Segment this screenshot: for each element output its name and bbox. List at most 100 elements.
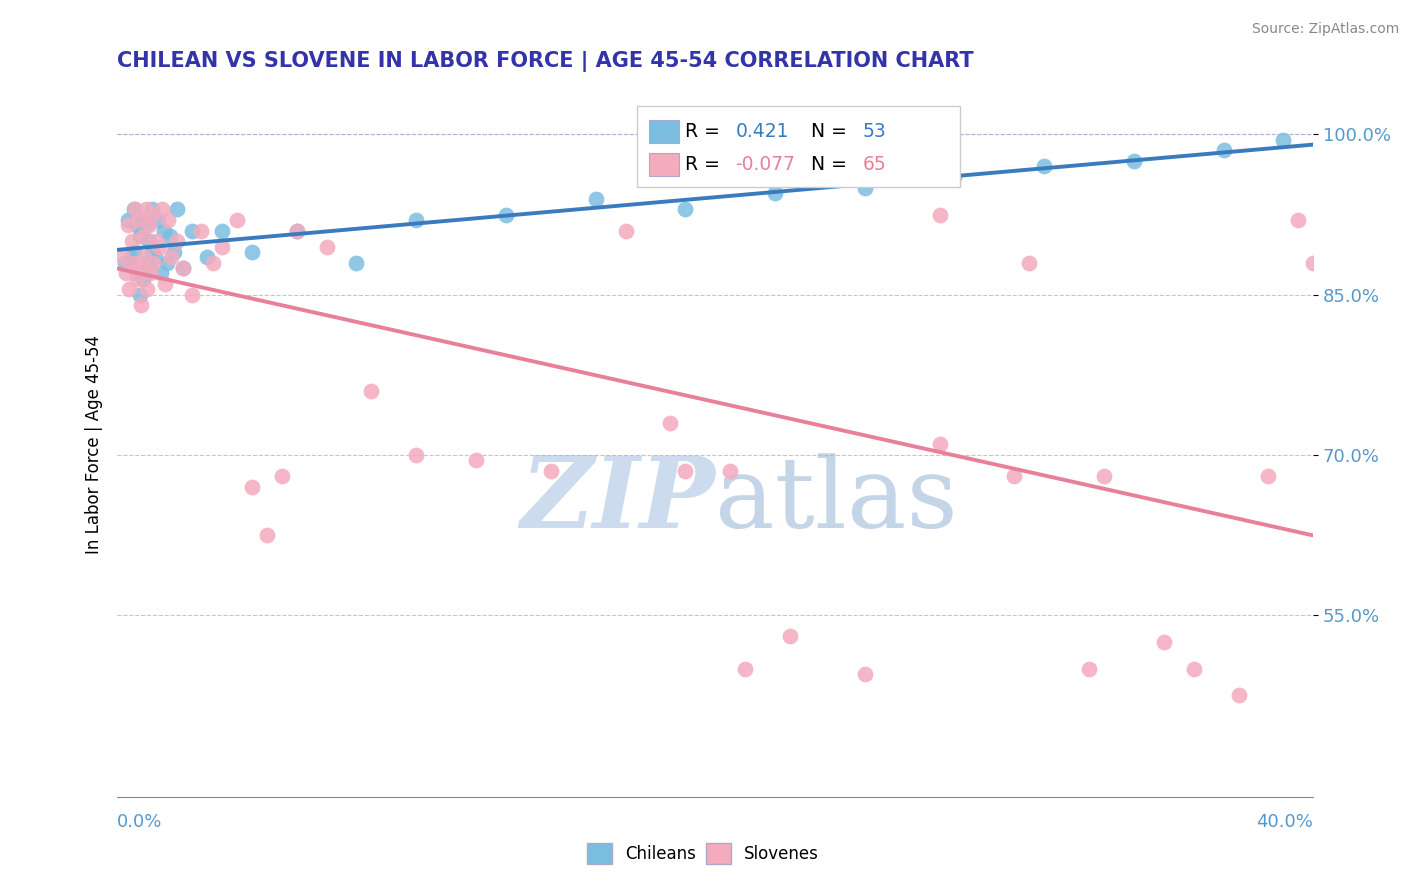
Point xyxy=(172,260,194,275)
Text: atlas: atlas xyxy=(716,453,957,549)
Point xyxy=(172,260,194,275)
Point xyxy=(141,244,163,259)
Point xyxy=(112,250,135,264)
Point xyxy=(138,260,160,275)
Point xyxy=(201,255,224,269)
Text: R =: R = xyxy=(685,122,727,141)
Point xyxy=(1302,255,1324,269)
Point xyxy=(122,255,145,269)
Point xyxy=(285,223,308,237)
Point xyxy=(131,212,153,227)
Point xyxy=(853,181,876,195)
Text: CHILEAN VS SLOVENE IN LABOR FORCE | AGE 45-54 CORRELATION CHART: CHILEAN VS SLOVENE IN LABOR FORCE | AGE … xyxy=(117,51,974,71)
Point xyxy=(122,244,145,259)
Point xyxy=(256,528,278,542)
Legend: Chileans, Slovenes: Chileans, Slovenes xyxy=(581,837,825,871)
Point xyxy=(1286,212,1309,227)
Text: -0.077: -0.077 xyxy=(735,154,796,174)
Point xyxy=(540,464,562,478)
Point xyxy=(149,266,172,280)
Point xyxy=(131,228,153,243)
Text: R =: R = xyxy=(685,154,727,174)
Point xyxy=(131,271,153,285)
Point xyxy=(132,250,155,264)
Point xyxy=(495,208,517,222)
Point xyxy=(405,212,427,227)
Point xyxy=(128,287,150,301)
Point xyxy=(139,266,162,280)
Point xyxy=(135,218,157,232)
Point xyxy=(1018,255,1040,269)
Point xyxy=(125,218,148,232)
Point xyxy=(405,448,427,462)
Text: 0.0%: 0.0% xyxy=(117,813,163,830)
Point xyxy=(270,469,292,483)
Point xyxy=(127,212,149,227)
Point xyxy=(146,212,169,227)
Point xyxy=(141,208,163,222)
Point xyxy=(120,250,142,264)
Point xyxy=(114,255,136,269)
Point xyxy=(135,202,157,217)
Point xyxy=(148,239,170,253)
Text: ZIP: ZIP xyxy=(520,452,716,549)
Point xyxy=(614,223,637,237)
Point xyxy=(152,223,174,237)
Point xyxy=(125,266,148,280)
Point xyxy=(211,239,233,253)
Text: N =: N = xyxy=(811,122,853,141)
Point xyxy=(163,244,186,259)
Point xyxy=(141,202,163,217)
Point xyxy=(734,661,756,675)
Point xyxy=(344,255,367,269)
Point xyxy=(1078,661,1101,675)
Text: 53: 53 xyxy=(862,122,886,141)
Point xyxy=(124,202,146,217)
Point xyxy=(153,277,176,291)
Point xyxy=(225,212,247,227)
Point xyxy=(928,208,950,222)
Point xyxy=(121,234,143,248)
Point xyxy=(465,453,488,467)
Point xyxy=(145,234,167,248)
Point xyxy=(155,255,177,269)
Point xyxy=(157,212,180,227)
Point xyxy=(673,202,696,217)
Point xyxy=(117,218,139,232)
Point xyxy=(943,170,966,185)
Point xyxy=(240,244,263,259)
Point xyxy=(285,223,308,237)
Point xyxy=(181,223,204,237)
Text: N =: N = xyxy=(811,154,853,174)
Point xyxy=(1257,469,1279,483)
Text: Source: ZipAtlas.com: Source: ZipAtlas.com xyxy=(1251,22,1399,37)
Point xyxy=(1212,144,1234,158)
Point xyxy=(115,266,138,280)
Point xyxy=(763,186,786,201)
Point xyxy=(718,464,741,478)
Point xyxy=(181,287,204,301)
Point xyxy=(1092,469,1115,483)
Text: 40.0%: 40.0% xyxy=(1257,813,1313,830)
Text: 65: 65 xyxy=(862,154,886,174)
Point xyxy=(195,250,218,264)
Point xyxy=(138,234,160,248)
Bar xyxy=(637,106,960,186)
Point xyxy=(928,437,950,451)
Point xyxy=(1153,635,1175,649)
Point xyxy=(190,223,212,237)
Point xyxy=(122,202,145,217)
Point xyxy=(135,255,157,269)
Bar xyxy=(650,153,679,176)
Point xyxy=(240,480,263,494)
Point xyxy=(211,223,233,237)
Point xyxy=(360,384,382,398)
Point xyxy=(159,228,181,243)
Point xyxy=(166,234,188,248)
Point xyxy=(118,282,141,296)
Point xyxy=(1122,154,1144,169)
Point xyxy=(166,202,188,217)
Point xyxy=(838,138,860,153)
Point xyxy=(1033,160,1056,174)
Point xyxy=(1182,661,1205,675)
